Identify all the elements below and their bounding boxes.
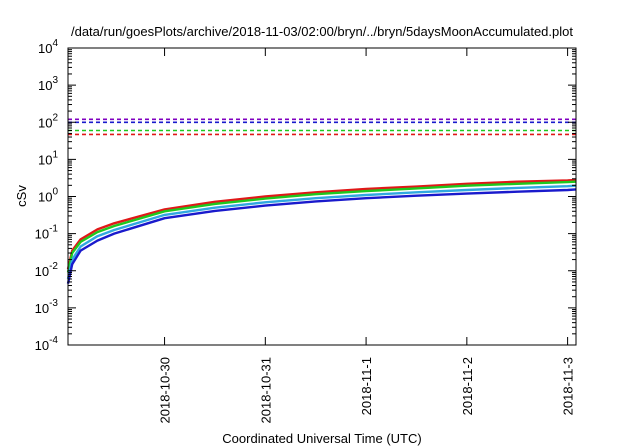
series-line-2 [66, 180, 577, 273]
y-tick-label-7: 103 [38, 75, 58, 93]
y-tick-label-2: 10-2 [35, 261, 59, 279]
x-axis-label: Coordinated Universal Time (UTC) [222, 431, 421, 446]
y-axis-label: cSv [14, 185, 29, 207]
plot-frame [67, 47, 577, 346]
y-tick-label-3: 10-1 [35, 224, 59, 242]
y-tick-label-0: 10-4 [35, 335, 59, 353]
reference-lines-layer [68, 118, 576, 136]
series-line-1 [66, 178, 577, 270]
y-tick-label-4: 100 [38, 187, 58, 205]
y-tick-label-5: 101 [38, 149, 58, 167]
x-tick-label-1: 2018-10-31 [258, 357, 273, 424]
series-layer [66, 178, 577, 284]
x-tick-label-4: 2018-11-3 [561, 357, 576, 415]
y-tick-label-8: 104 [38, 38, 58, 56]
x-tick-label-3: 2018-11-2 [460, 357, 475, 415]
x-tick-label-2: 2018-11-1 [359, 357, 374, 415]
chart-title: /data/run/goesPlots/archive/2018-11-03/0… [71, 24, 573, 39]
series-line-4 [66, 188, 577, 284]
series-line-3 [66, 184, 577, 280]
x-tick-label-0: 2018-10-30 [158, 357, 173, 424]
y-tick-label-1: 10-3 [35, 298, 59, 316]
y-tick-label-6: 102 [38, 112, 58, 130]
x-axis: 2018-10-30 2018-10-31 2018-11-1 2018-11-2 20… [158, 48, 576, 424]
